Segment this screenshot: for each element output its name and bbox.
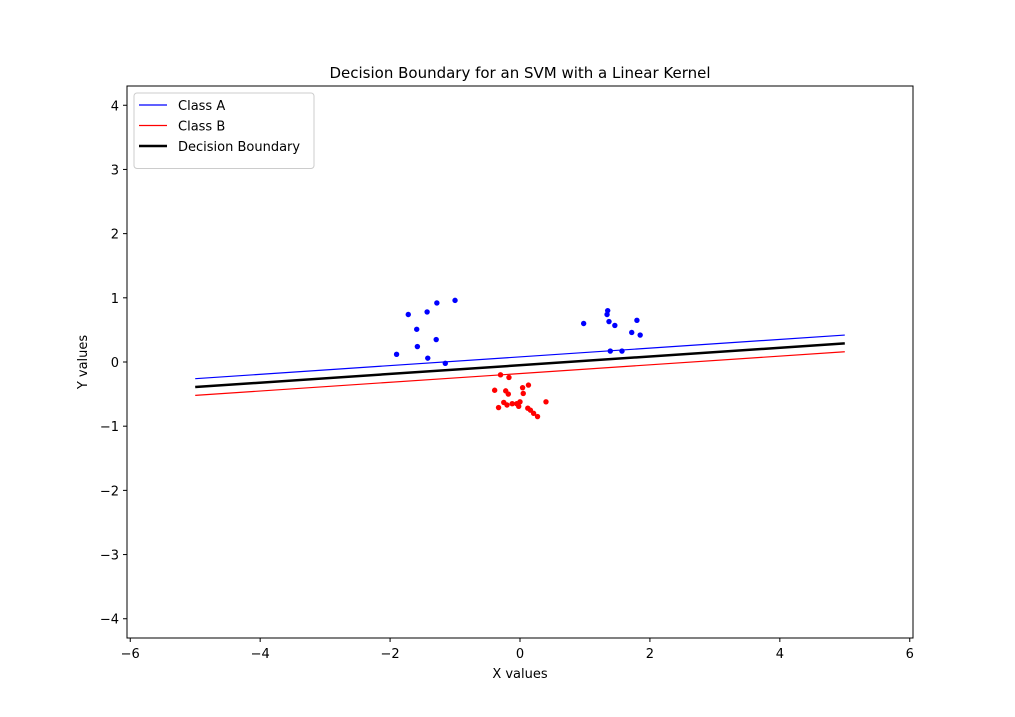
scatter-point <box>520 390 526 397</box>
scatter-point <box>497 372 504 378</box>
scatter-point <box>434 300 440 306</box>
x-tick-label: 4 <box>776 647 784 662</box>
y-tick-label: 3 <box>111 163 119 178</box>
scatter-point <box>425 355 431 361</box>
y-axis-label: Y values <box>76 335 91 391</box>
scatter-point <box>405 311 411 318</box>
plot-border <box>126 85 914 639</box>
scatter-point <box>505 391 512 397</box>
scatter-point <box>517 399 523 405</box>
scatter-point <box>495 404 502 411</box>
scatter-point <box>612 322 618 329</box>
x-tick-label: −4 <box>251 647 270 662</box>
legend-box <box>133 92 315 169</box>
scatter-point <box>543 399 549 405</box>
series-line-1 <box>195 351 845 396</box>
scatter-point <box>452 297 458 304</box>
scatter-point <box>433 336 439 343</box>
scatter-point <box>424 309 430 315</box>
series-line-2 <box>195 342 845 389</box>
x-tick-label: 6 <box>906 647 914 662</box>
plot-area <box>127 86 913 638</box>
y-tick-label: 0 <box>111 356 119 371</box>
y-tick-label: 2 <box>111 228 119 243</box>
scatter-point <box>504 402 510 408</box>
y-tick-label: 1 <box>111 292 119 307</box>
x-tick-label: 2 <box>646 647 654 662</box>
scatter-point <box>607 348 613 354</box>
scatter-point <box>519 384 526 391</box>
scatter-point <box>606 318 612 325</box>
x-axis-label: X values <box>492 667 548 682</box>
scatter-point <box>530 410 537 417</box>
scatter-point <box>629 329 635 336</box>
chart-title: Decision Boundary for an SVM with a Line… <box>329 64 710 82</box>
y-tick-label: −3 <box>100 549 119 564</box>
scatter-point <box>580 320 587 327</box>
y-tick-label: −2 <box>100 484 119 499</box>
series-line-0 <box>195 334 845 380</box>
scatter-point <box>634 317 640 323</box>
y-tick-label: −4 <box>100 613 119 628</box>
y-tick-label: 4 <box>111 99 119 114</box>
scatter-point <box>604 311 610 318</box>
x-tick-label: −6 <box>121 647 140 662</box>
scatter-point <box>414 343 421 350</box>
x-tick-label: −2 <box>380 647 399 662</box>
scatter-point <box>516 403 522 409</box>
legend: Class A Class B Decision Boundary <box>133 92 315 169</box>
y-tick-label: −1 <box>100 420 119 435</box>
scatter-point <box>393 351 400 357</box>
scatter-point <box>442 360 448 366</box>
scatter-point <box>506 374 512 381</box>
scatter-point <box>525 382 532 388</box>
x-axis: −6 −4 −2 0 2 4 6 <box>121 638 914 662</box>
scatter-point <box>414 326 420 332</box>
y-axis: −4 −3 −2 −1 0 1 2 3 4 <box>100 99 127 628</box>
scatter-point <box>491 387 498 393</box>
series-layer <box>195 297 845 420</box>
scatter-point <box>619 348 625 354</box>
legend-label: Decision Boundary <box>178 140 300 155</box>
scatter-point <box>637 332 643 338</box>
scatter-point <box>509 401 515 407</box>
scatter-point <box>534 413 541 420</box>
x-tick-label: 0 <box>516 647 524 662</box>
legend-label: Class B <box>178 120 225 135</box>
legend-label: Class A <box>178 99 225 114</box>
